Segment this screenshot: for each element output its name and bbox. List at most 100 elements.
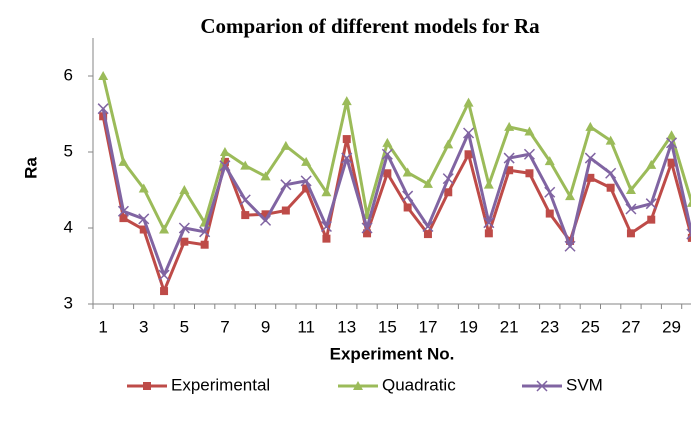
point — [586, 173, 595, 182]
point — [422, 178, 433, 188]
legend-label: SVM — [566, 375, 603, 394]
x-tick-label: 19 — [459, 317, 478, 336]
point — [179, 185, 190, 194]
legend-label: Experimental — [171, 375, 270, 394]
point — [382, 137, 393, 147]
point — [605, 167, 617, 179]
point — [544, 186, 556, 198]
x-tick-label: 5 — [180, 317, 189, 336]
point — [280, 179, 292, 191]
point — [219, 147, 230, 156]
x-tick-label: 29 — [662, 317, 681, 336]
point — [523, 148, 535, 160]
point — [321, 187, 332, 197]
point — [241, 211, 250, 220]
x-tick-label: 23 — [540, 317, 559, 336]
point — [484, 229, 493, 238]
point — [239, 194, 251, 206]
point — [667, 158, 676, 167]
point — [119, 214, 128, 223]
point — [180, 237, 189, 246]
point — [442, 173, 454, 185]
y-tick-label: 3 — [64, 293, 73, 312]
point — [403, 203, 412, 212]
x-axis-title: Experiment No. — [330, 344, 455, 363]
point — [302, 184, 311, 193]
point — [178, 222, 190, 234]
legend-marker — [353, 381, 363, 390]
point — [383, 169, 392, 178]
series-line — [101, 75, 691, 232]
point — [220, 157, 229, 166]
x-tick-label: 21 — [500, 317, 519, 336]
point — [545, 209, 554, 218]
chart-title: Comparion of different models for Ra — [200, 14, 540, 38]
point — [320, 220, 332, 233]
y-axis-title: Ra — [21, 157, 40, 179]
point — [261, 210, 270, 219]
point — [300, 175, 312, 187]
legend-marker — [143, 382, 151, 390]
point — [260, 214, 272, 226]
point — [402, 190, 414, 202]
x-tick-label: 1 — [98, 317, 107, 336]
point — [505, 166, 514, 175]
point — [160, 287, 169, 296]
point — [503, 152, 515, 164]
point — [686, 199, 691, 207]
point — [423, 230, 432, 239]
point — [646, 159, 657, 169]
point — [666, 137, 678, 149]
y-tick-label: 6 — [64, 65, 73, 84]
point — [240, 160, 251, 170]
point — [645, 198, 657, 210]
point — [444, 188, 453, 197]
point — [280, 140, 291, 150]
point — [402, 167, 413, 177]
x-tick-label: 27 — [621, 317, 640, 336]
point — [625, 185, 636, 194]
x-tick-label: 11 — [297, 317, 315, 336]
point — [381, 148, 393, 160]
point — [199, 226, 211, 238]
point — [625, 203, 637, 215]
y-tick-label: 5 — [64, 141, 73, 160]
point — [564, 240, 576, 252]
x-tick-label: 9 — [261, 317, 270, 336]
point — [219, 160, 231, 172]
point — [463, 97, 474, 107]
point — [322, 234, 331, 243]
x-tick-label: 17 — [418, 317, 437, 336]
y-tick-label: 4 — [64, 217, 73, 236]
point — [605, 135, 616, 145]
point — [443, 139, 454, 149]
point — [647, 215, 656, 224]
point — [565, 191, 576, 201]
x-tick-label: 7 — [220, 317, 229, 336]
x-tick-label: 15 — [378, 317, 397, 336]
point — [118, 156, 129, 166]
point — [117, 205, 129, 217]
point — [341, 152, 353, 164]
point — [463, 127, 475, 139]
point — [158, 269, 170, 281]
x-tick-label: 13 — [337, 317, 356, 336]
point — [544, 156, 555, 166]
point — [504, 121, 515, 131]
point — [281, 206, 290, 215]
point — [138, 213, 150, 225]
point — [687, 233, 691, 242]
point — [341, 96, 352, 106]
point — [301, 156, 312, 166]
point — [361, 222, 373, 234]
legend-label: Quadratic — [382, 375, 456, 394]
x-tick-label: 3 — [139, 317, 148, 336]
point — [422, 220, 434, 233]
point — [138, 183, 149, 193]
point — [483, 217, 495, 229]
point — [464, 150, 473, 159]
point — [606, 183, 615, 192]
point — [363, 229, 372, 238]
point — [98, 71, 109, 80]
